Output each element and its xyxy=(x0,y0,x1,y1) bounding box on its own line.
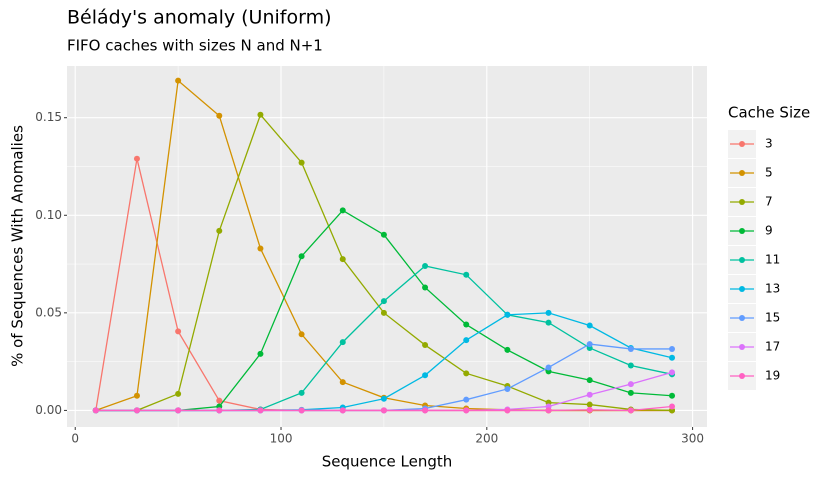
legend-key-point xyxy=(739,228,745,234)
data-point xyxy=(298,407,305,414)
legend-label: 9 xyxy=(765,224,773,238)
chart-subtitle: FIFO caches with sizes N and N+1 xyxy=(67,37,323,55)
legend-key-point xyxy=(739,170,745,176)
data-point xyxy=(339,207,346,214)
data-point xyxy=(339,256,346,263)
data-point xyxy=(545,407,552,414)
data-point xyxy=(669,392,676,399)
data-point xyxy=(339,379,346,386)
data-point xyxy=(463,370,470,377)
legend-label: 17 xyxy=(765,340,780,354)
data-point xyxy=(627,345,634,352)
legend-label: 3 xyxy=(765,137,773,151)
data-point xyxy=(175,77,182,84)
data-point xyxy=(257,245,264,252)
x-tick-label: 100 xyxy=(270,432,293,446)
data-point xyxy=(669,354,676,361)
legend-key-point xyxy=(739,199,745,205)
data-point xyxy=(463,321,470,328)
legend-label: 11 xyxy=(765,253,780,267)
data-point xyxy=(380,407,387,414)
data-point xyxy=(545,309,552,316)
data-point xyxy=(463,271,470,278)
chart-title: Bélády's anomaly (Uniform) xyxy=(67,7,332,29)
data-point xyxy=(175,390,182,397)
plot-panel xyxy=(67,66,707,427)
legend-label: 13 xyxy=(765,282,780,296)
data-point xyxy=(380,231,387,238)
data-point xyxy=(422,372,429,379)
data-point xyxy=(545,319,552,326)
data-point xyxy=(463,407,470,414)
data-point xyxy=(669,369,676,376)
y-tick-label: 0.00 xyxy=(35,403,62,417)
data-point xyxy=(669,403,676,410)
x-tick-label: 200 xyxy=(475,432,498,446)
legend-label: 15 xyxy=(765,311,780,325)
y-tick-label: 0.05 xyxy=(35,305,62,319)
legend-key-point xyxy=(739,141,745,147)
data-point xyxy=(339,339,346,346)
data-point xyxy=(422,263,429,270)
data-point xyxy=(545,364,552,371)
x-axis-label: Sequence Length xyxy=(322,453,453,471)
data-point xyxy=(257,350,264,357)
data-point xyxy=(504,385,511,392)
data-point xyxy=(627,362,634,369)
x-tick-label: 0 xyxy=(71,432,79,446)
legend-label: 7 xyxy=(765,195,773,209)
data-point xyxy=(422,342,429,349)
data-point xyxy=(504,407,511,414)
legend-title: Cache Size xyxy=(728,104,810,122)
data-point xyxy=(133,392,140,399)
data-point xyxy=(216,227,223,234)
data-point xyxy=(380,309,387,316)
data-point xyxy=(504,346,511,353)
data-point xyxy=(216,397,223,404)
y-axis-label: % of Sequences With Anomalies xyxy=(9,125,27,367)
data-point xyxy=(586,322,593,329)
data-point xyxy=(175,407,182,414)
data-point xyxy=(586,341,593,348)
legend-key-point xyxy=(739,315,745,321)
legend-key-point xyxy=(739,257,745,263)
y-tick-label: 0.10 xyxy=(35,208,62,222)
data-point xyxy=(298,389,305,396)
y-tick-label: 0.15 xyxy=(35,110,62,124)
data-point xyxy=(504,311,511,318)
data-point xyxy=(298,253,305,260)
data-point xyxy=(422,407,429,414)
x-tick-label: 300 xyxy=(681,432,704,446)
data-point xyxy=(586,377,593,384)
legend-key-point xyxy=(739,286,745,292)
data-point xyxy=(586,406,593,413)
legend-label: 19 xyxy=(765,369,780,383)
data-point xyxy=(216,112,223,119)
data-point xyxy=(257,111,264,118)
data-point xyxy=(669,345,676,352)
data-point xyxy=(92,407,99,414)
legend-key-point xyxy=(739,344,745,350)
data-point xyxy=(422,284,429,291)
data-point xyxy=(463,337,470,344)
data-point xyxy=(298,159,305,166)
data-point xyxy=(586,401,593,408)
data-point xyxy=(627,381,634,388)
data-point xyxy=(463,396,470,403)
data-point xyxy=(627,389,634,396)
legend-label: 5 xyxy=(765,166,773,180)
data-point xyxy=(627,407,634,414)
data-point xyxy=(298,331,305,338)
data-point xyxy=(133,407,140,414)
data-point xyxy=(216,407,223,414)
data-point xyxy=(380,395,387,402)
data-point xyxy=(380,298,387,305)
data-point xyxy=(133,155,140,162)
legend-key-point xyxy=(739,373,745,379)
data-point xyxy=(175,328,182,335)
data-point xyxy=(257,407,264,414)
data-point xyxy=(339,407,346,414)
data-point xyxy=(586,391,593,398)
